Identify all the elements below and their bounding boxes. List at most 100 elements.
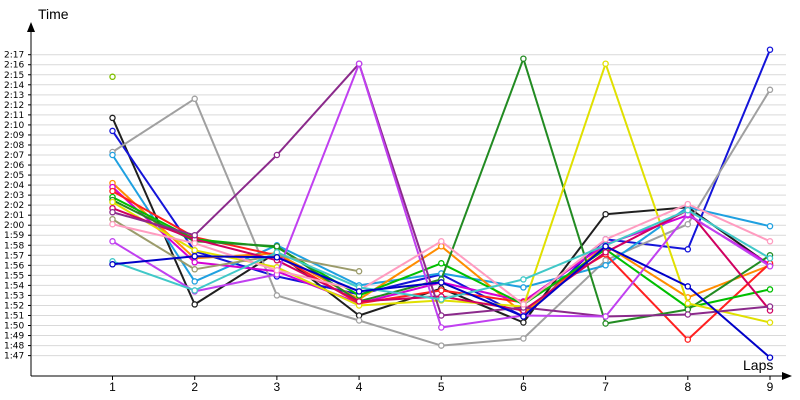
y-tick-label: 1:53 bbox=[4, 291, 24, 301]
data-point bbox=[684, 311, 692, 318]
data-point bbox=[109, 127, 116, 135]
data-point bbox=[766, 255, 774, 262]
data-point bbox=[355, 268, 363, 275]
data-point bbox=[109, 220, 116, 228]
data-point bbox=[602, 210, 609, 218]
y-tick-label: 1:59 bbox=[4, 231, 24, 241]
y-tick-label: 2:13 bbox=[4, 91, 24, 101]
y-tick-label: 1:50 bbox=[4, 322, 24, 332]
data-point bbox=[520, 335, 527, 342]
data-point bbox=[766, 303, 774, 310]
y-tick-label: 2:16 bbox=[4, 61, 24, 71]
data-point bbox=[355, 60, 363, 67]
series-4 bbox=[109, 86, 774, 349]
y-tick-label: 1:48 bbox=[4, 342, 24, 352]
data-point bbox=[355, 288, 363, 295]
data-point bbox=[355, 317, 363, 324]
data-point bbox=[273, 254, 281, 261]
x-tick-label: 2 bbox=[191, 380, 198, 394]
data-point bbox=[191, 287, 198, 294]
data-point bbox=[438, 238, 445, 245]
axes bbox=[27, 22, 792, 380]
data-point bbox=[273, 267, 281, 274]
series-15 bbox=[109, 215, 363, 275]
data-point bbox=[191, 301, 198, 308]
x-tick-label: 6 bbox=[520, 380, 527, 394]
x-tick-label: 4 bbox=[356, 380, 363, 394]
data-point bbox=[191, 95, 198, 103]
y-axis-arrow bbox=[27, 22, 35, 32]
data-point bbox=[766, 319, 774, 326]
y-tick-label: 2:15 bbox=[4, 71, 24, 81]
y-tick-label: 1:47 bbox=[4, 352, 24, 362]
y-tick-label: 2:07 bbox=[4, 151, 24, 161]
series-16 bbox=[109, 200, 774, 308]
data-point bbox=[109, 208, 116, 216]
y-tick-label: 2:05 bbox=[4, 171, 24, 181]
data-point bbox=[438, 279, 445, 286]
data-point bbox=[766, 46, 774, 53]
data-point bbox=[520, 276, 527, 283]
data-point bbox=[684, 283, 692, 290]
data-point bbox=[602, 236, 609, 243]
y-tick-label: 2:06 bbox=[4, 161, 24, 171]
data-point bbox=[109, 198, 116, 206]
data-point bbox=[766, 238, 774, 245]
y-tick-label: 1:57 bbox=[4, 251, 24, 261]
y-tick-label: 1:55 bbox=[4, 271, 24, 281]
data-point bbox=[273, 151, 281, 159]
data-point bbox=[273, 243, 281, 250]
data-point bbox=[191, 247, 198, 254]
y-tick-label: 2:00 bbox=[4, 221, 24, 231]
data-point bbox=[684, 246, 692, 253]
data-point bbox=[766, 263, 774, 270]
data-point bbox=[766, 354, 774, 361]
x-axis-title: Laps bbox=[743, 357, 773, 373]
y-tick-label: 2:03 bbox=[4, 191, 24, 201]
data-point bbox=[109, 73, 116, 81]
x-tick-labels: 1 2 3 4 5 6 7 8 9 bbox=[109, 376, 774, 394]
data-point bbox=[109, 114, 116, 122]
data-point bbox=[602, 60, 609, 67]
y-tick-label: 2:04 bbox=[4, 181, 24, 191]
y-tick-label: 2:10 bbox=[4, 121, 24, 131]
x-tick-label: 3 bbox=[274, 380, 281, 394]
data-point bbox=[602, 262, 609, 269]
data-point bbox=[273, 292, 281, 299]
data-point bbox=[438, 287, 445, 294]
data-point bbox=[684, 336, 692, 343]
x-tick-label: 9 bbox=[767, 380, 774, 394]
y-tick-label: 1:52 bbox=[4, 301, 24, 311]
data-point bbox=[355, 298, 363, 305]
data-point bbox=[438, 324, 445, 331]
data-point bbox=[191, 231, 198, 239]
data-point bbox=[684, 300, 692, 307]
data-point bbox=[191, 259, 198, 266]
data-point bbox=[602, 313, 609, 320]
x-tick-label: 1 bbox=[109, 380, 116, 394]
data-point bbox=[109, 261, 116, 268]
y-tick-label: 2:17 bbox=[4, 51, 24, 61]
data-point bbox=[520, 301, 527, 308]
data-point bbox=[109, 187, 116, 195]
y-tick-label: 1:51 bbox=[4, 311, 24, 321]
data-point bbox=[766, 86, 774, 94]
data-point bbox=[191, 253, 198, 260]
data-point bbox=[766, 222, 774, 230]
y-tick-label: 2:01 bbox=[4, 211, 24, 221]
data-point bbox=[520, 319, 527, 326]
series-1 bbox=[109, 73, 116, 81]
data-point bbox=[109, 238, 116, 245]
data-point bbox=[109, 151, 116, 159]
data-point bbox=[684, 206, 692, 214]
y-tick-label: 2:08 bbox=[4, 141, 24, 151]
y-tick-label: 2:09 bbox=[4, 131, 24, 141]
data-point bbox=[191, 278, 198, 285]
y-tick-label: 1:54 bbox=[4, 281, 24, 291]
series-layer bbox=[109, 46, 774, 361]
y-tick-labels: 1:471:481:491:501:511:521:531:541:551:56… bbox=[4, 51, 31, 362]
data-point bbox=[438, 296, 445, 303]
data-point bbox=[520, 313, 527, 320]
y-tick-label: 1:56 bbox=[4, 261, 24, 271]
